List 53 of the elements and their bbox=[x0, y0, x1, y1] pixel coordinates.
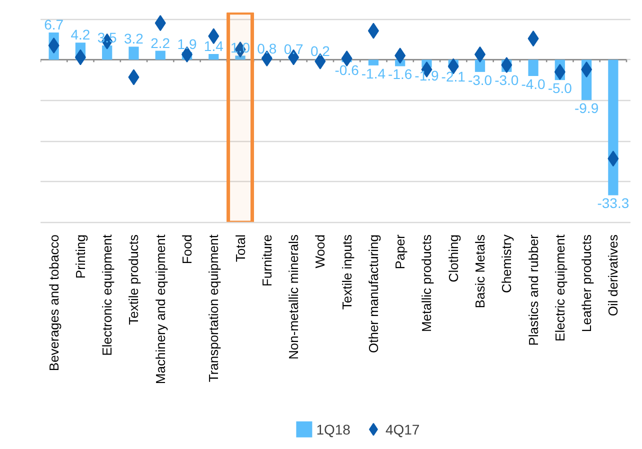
bar bbox=[155, 50, 166, 60]
x-tick-label: Other manufacturing bbox=[366, 234, 381, 354]
data-label: 6.7 bbox=[44, 16, 64, 32]
data-label: -3.0 bbox=[494, 72, 519, 88]
x-tick-label: Textile products bbox=[126, 234, 142, 325]
data-label: 0.7 bbox=[284, 40, 304, 57]
data-label: 3.2 bbox=[124, 30, 144, 47]
x-tick-label: Electric equipment bbox=[552, 234, 568, 342]
x-tick-label: Plastics and rubber bbox=[526, 234, 541, 346]
data-label: -2.1 bbox=[441, 68, 466, 84]
x-tick-label: Leather products bbox=[579, 234, 594, 332]
x-tick-label: Machinery and equipment bbox=[152, 234, 168, 384]
x-tick-label: Total bbox=[232, 234, 248, 262]
x-tick-label: Clothing bbox=[446, 234, 461, 282]
data-label: -1.6 bbox=[388, 66, 412, 82]
x-tick-label: Paper bbox=[392, 234, 408, 270]
data-label: 0.2 bbox=[310, 42, 330, 59]
bar bbox=[208, 54, 219, 60]
legend-label: 4Q17 bbox=[385, 421, 420, 438]
point bbox=[501, 57, 512, 73]
data-label: -0.6 bbox=[334, 62, 360, 78]
x-tick-label: Furniture bbox=[259, 234, 274, 287]
data-label: -3.0 bbox=[468, 72, 492, 88]
bar bbox=[528, 60, 538, 76]
data-label: -1.4 bbox=[361, 65, 386, 82]
data-label: -4.0 bbox=[521, 76, 546, 92]
data-label: -33.3 bbox=[597, 195, 630, 212]
x-tick-label: Electronic equipment bbox=[100, 234, 115, 356]
x-tick-label: Basic Metals bbox=[472, 234, 488, 308]
x-tick-label: Metallic products bbox=[419, 234, 434, 332]
bar bbox=[474, 60, 486, 72]
x-tick-label: Printing bbox=[72, 234, 88, 279]
data-label: -1.9 bbox=[414, 67, 440, 84]
x-tick-label: Wood bbox=[312, 234, 328, 268]
x-tick-label: Chemistry bbox=[499, 234, 514, 294]
x-tick-label: Transportation equipment bbox=[206, 234, 222, 382]
legend-label: 1Q18 bbox=[316, 421, 351, 438]
data-label: 2.2 bbox=[150, 34, 170, 51]
bar bbox=[608, 60, 618, 196]
bar bbox=[128, 46, 139, 60]
data-label: 0.8 bbox=[257, 40, 277, 56]
bar bbox=[235, 56, 246, 60]
data-label: 1.4 bbox=[204, 38, 224, 54]
x-tick-label: Oil derivatives bbox=[606, 234, 621, 316]
data-label: -5.0 bbox=[548, 80, 572, 96]
data-label: -9.9 bbox=[574, 100, 599, 116]
bar bbox=[368, 60, 379, 66]
x-tick-label: Beverages and tobacco bbox=[46, 234, 62, 372]
x-tick-label: Food bbox=[180, 234, 194, 264]
x-tick-label: Textile inputs bbox=[339, 234, 354, 310]
x-tick-label: Non-metallic minerals bbox=[286, 234, 302, 360]
data-label: 1.9 bbox=[177, 36, 197, 52]
data-label: 4.2 bbox=[70, 26, 90, 43]
